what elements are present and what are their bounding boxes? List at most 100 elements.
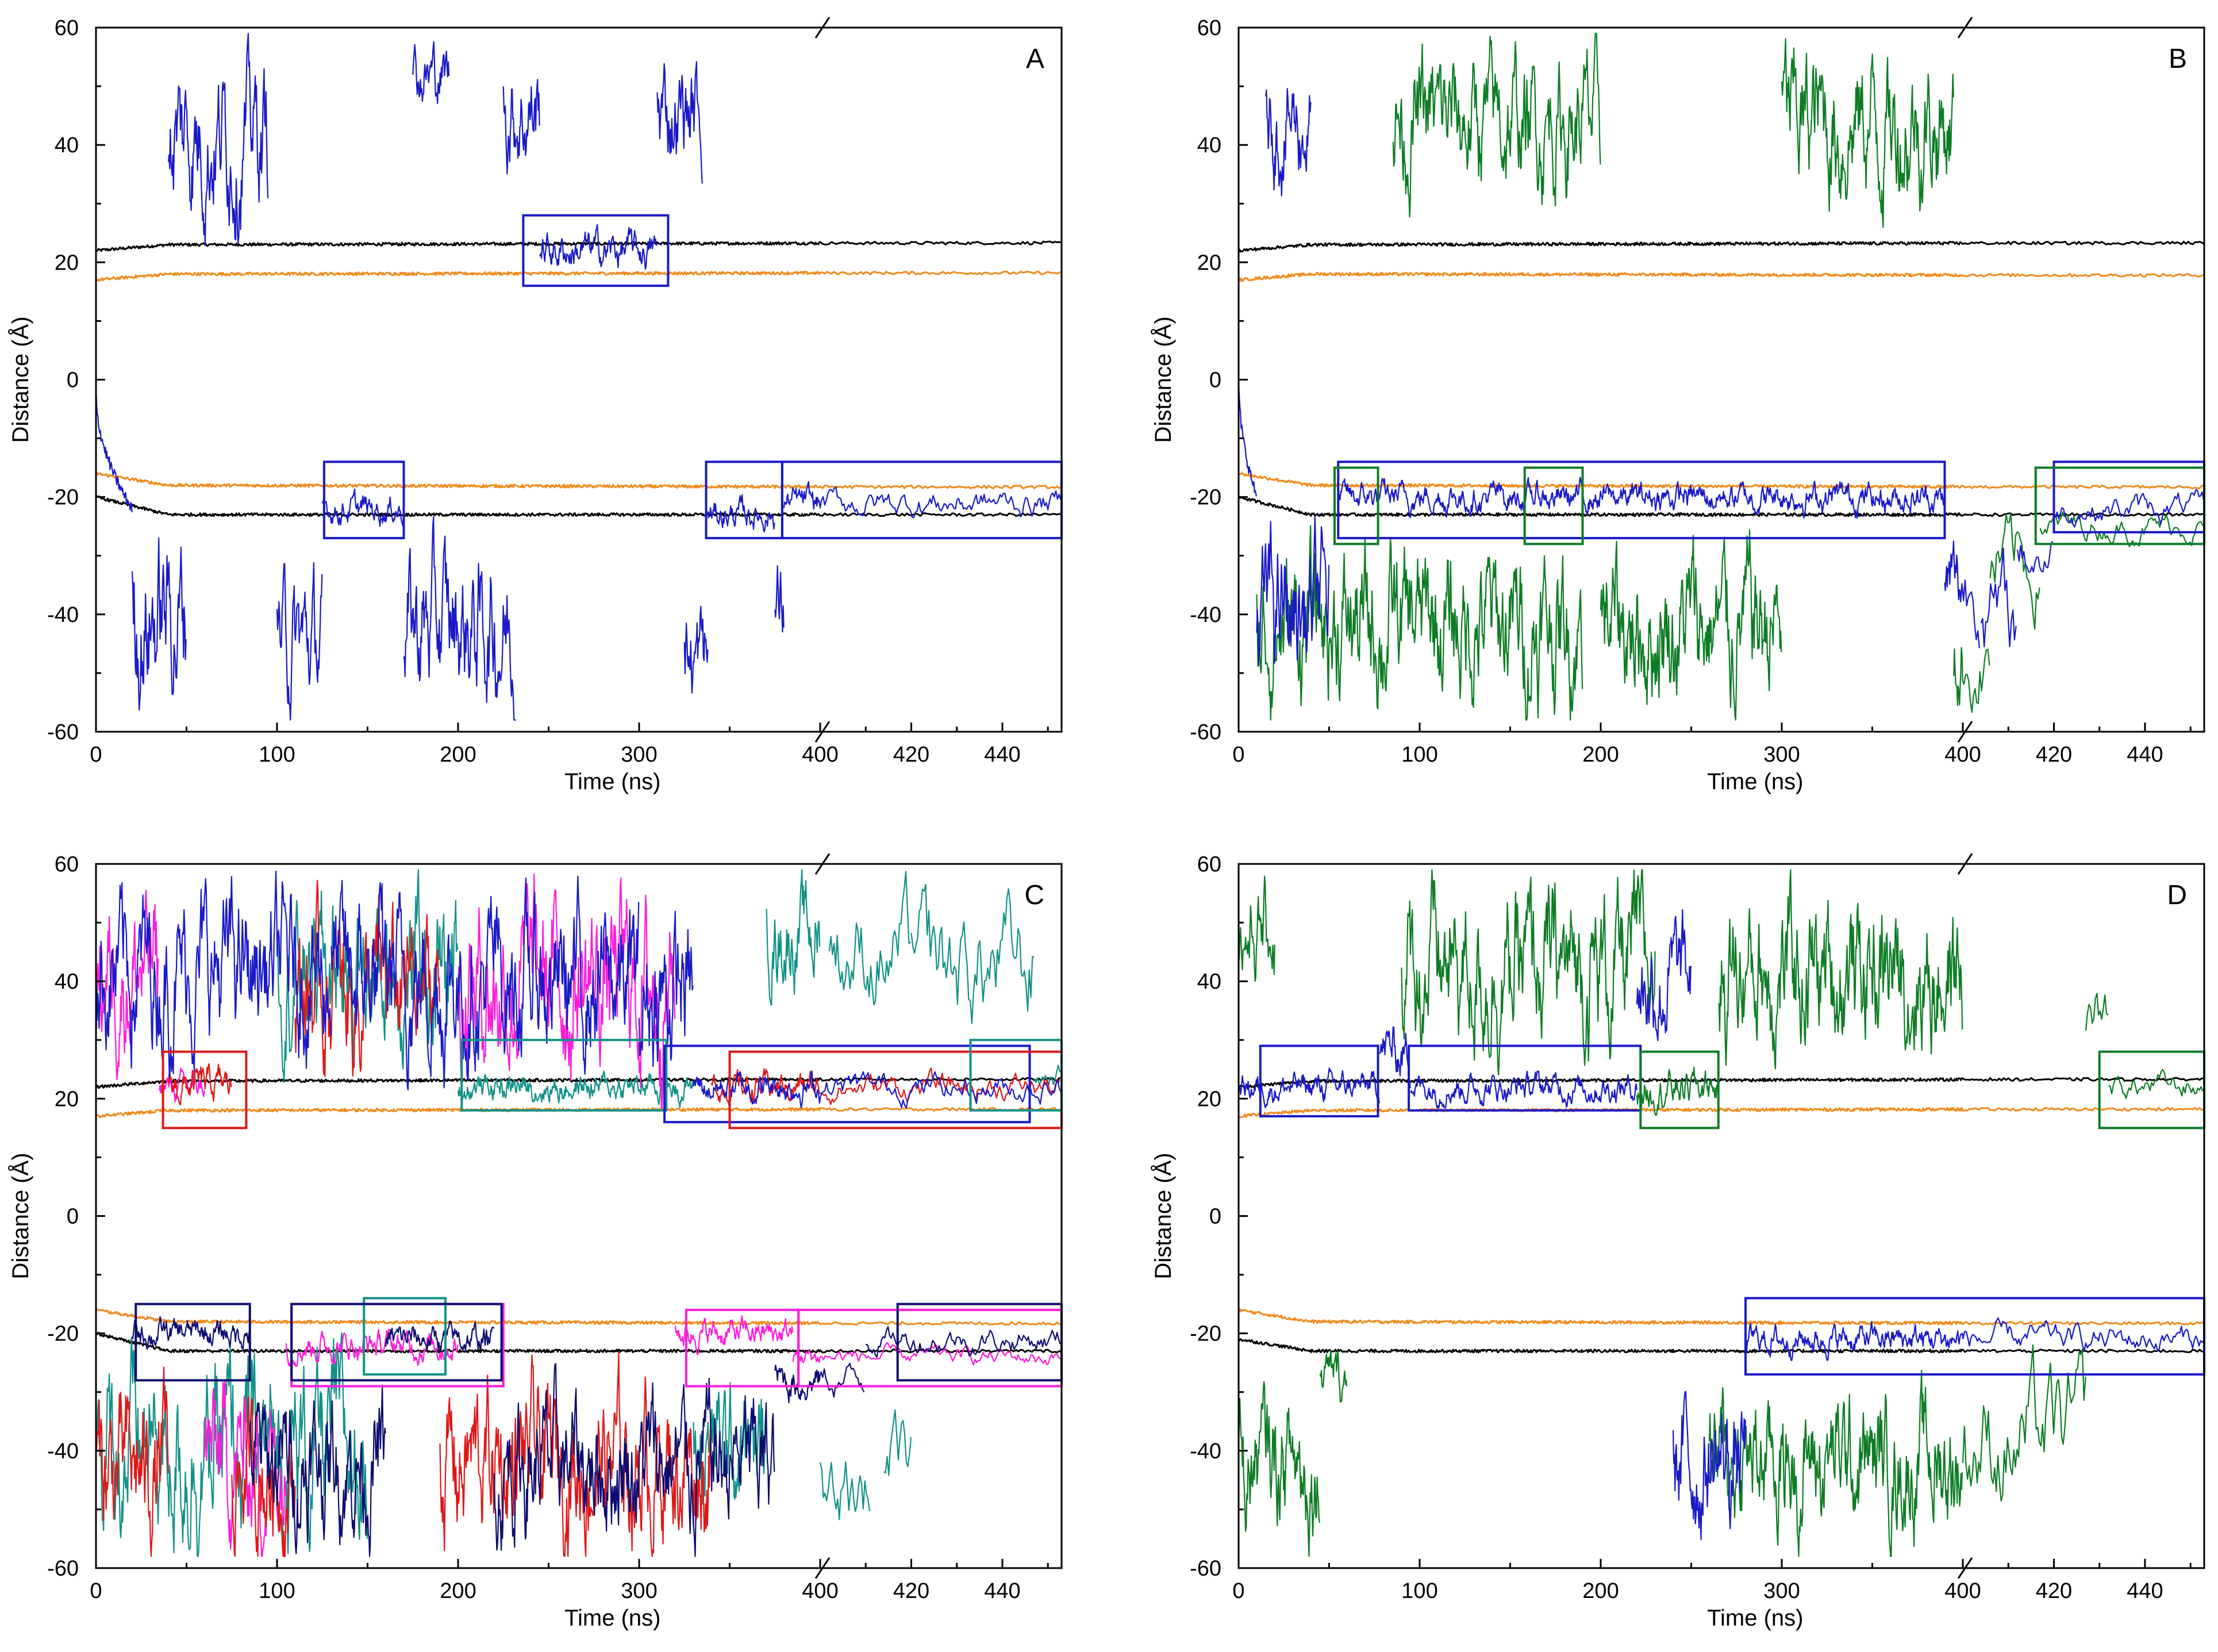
highlight-box bbox=[134, 1303, 251, 1382]
highlight-boxes bbox=[1333, 460, 2206, 545]
axis-break-top bbox=[814, 853, 831, 875]
x-axis-title: Time (ns) bbox=[1707, 1605, 1803, 1631]
x-tick-label: 300 bbox=[621, 743, 657, 767]
axis-break-top bbox=[814, 17, 831, 39]
trajectory-segment bbox=[638, 910, 694, 1067]
x-tick-label: 440 bbox=[984, 743, 1020, 767]
x-tick-label: 420 bbox=[893, 1579, 929, 1603]
trajectory-segment bbox=[1256, 525, 1583, 721]
trajectory-segment bbox=[1953, 647, 1990, 713]
series-lower-reference-black- bbox=[1239, 495, 2204, 517]
y-tick-label: 20 bbox=[1197, 251, 1221, 275]
x-tick-label: 200 bbox=[440, 743, 476, 767]
x-axis-title: Time (ns) bbox=[1707, 769, 1803, 794]
series-lower-reference-orange- bbox=[96, 1308, 1062, 1326]
x-tick-label: 200 bbox=[1582, 743, 1619, 767]
highlight-box bbox=[363, 1297, 447, 1376]
x-tick-label: 200 bbox=[440, 1579, 476, 1603]
trajectory-segment bbox=[1636, 1066, 1719, 1116]
trajectory-segment bbox=[231, 1396, 296, 1557]
y-tick-label: 0 bbox=[67, 368, 79, 393]
reference-line bbox=[96, 270, 1062, 282]
axis-break-bottom bbox=[1957, 1557, 1973, 1579]
x-tick-label: 0 bbox=[1232, 743, 1244, 767]
highlight-box bbox=[896, 1303, 1063, 1382]
highlight-box bbox=[705, 460, 783, 540]
trajectory-segment bbox=[1239, 1381, 1321, 1557]
trajectory-segment bbox=[1600, 529, 1782, 721]
x-tick-label: 200 bbox=[1582, 1579, 1619, 1603]
trajectory-segment bbox=[883, 1409, 912, 1476]
trajectory-segment bbox=[1337, 477, 1946, 519]
reference-line bbox=[1239, 1338, 2204, 1354]
y-tick-label: 20 bbox=[55, 251, 79, 275]
y-tick-label: 40 bbox=[1197, 970, 1221, 994]
x-tick-label: 0 bbox=[90, 1579, 102, 1603]
y-tick-label: -40 bbox=[1190, 603, 1221, 627]
highlight-box bbox=[1333, 466, 1379, 545]
trajectory-segment bbox=[683, 605, 709, 694]
plot-frame bbox=[1237, 26, 2205, 733]
trajectory-segment bbox=[674, 1315, 794, 1355]
x-tick-label: 400 bbox=[802, 743, 838, 767]
trajectory-segment bbox=[1392, 33, 1601, 218]
trajectory-segment bbox=[792, 1342, 1062, 1366]
x-axis-title: Time (ns) bbox=[564, 769, 660, 794]
trajectory-segment bbox=[1401, 869, 1656, 1075]
reference-line bbox=[1239, 1077, 2204, 1089]
trajectory-segment bbox=[910, 883, 1035, 1024]
trajectory-segment bbox=[285, 1328, 459, 1367]
series-upper-reference-black- bbox=[96, 240, 1062, 252]
plot-area bbox=[1239, 33, 2204, 721]
y-tick-label: 40 bbox=[1197, 133, 1221, 157]
panel-label: B bbox=[2169, 44, 2187, 74]
y-tick-label: -20 bbox=[1190, 486, 1221, 510]
axis-break-top bbox=[1957, 17, 1973, 39]
trajectory-segment bbox=[774, 565, 785, 633]
trajectory-segment bbox=[1379, 1026, 1411, 1089]
reference-line bbox=[1239, 1107, 2204, 1119]
trajectory-segment bbox=[502, 79, 540, 175]
trajectory-segment bbox=[1781, 38, 1954, 228]
y-tick-label: -60 bbox=[47, 1557, 79, 1581]
y-tick-label: 40 bbox=[55, 970, 79, 994]
plot-frame bbox=[95, 26, 1063, 733]
series-upper-reference-black- bbox=[1239, 1077, 2204, 1089]
x-axis-title: Time (ns) bbox=[564, 1605, 660, 1631]
trajectory-segment bbox=[249, 1384, 386, 1557]
trajectory-segment bbox=[1717, 869, 1963, 1070]
trajectory-segment bbox=[457, 1070, 694, 1108]
series-trajectory-blue- bbox=[1239, 88, 2204, 667]
series-trajectory-green- bbox=[1239, 869, 2204, 1557]
highlight-box bbox=[460, 1039, 668, 1112]
reference-line bbox=[1239, 495, 2204, 517]
series-lower-reference-orange- bbox=[1239, 472, 2204, 490]
highlight-box bbox=[663, 1044, 1031, 1124]
plot-area bbox=[1239, 869, 2204, 1557]
trajectory-segment bbox=[2108, 1069, 2204, 1099]
plot-area bbox=[96, 869, 1062, 1557]
y-axis-title: Distance (Å) bbox=[1150, 316, 1176, 443]
trajectory-segment bbox=[2085, 993, 2109, 1031]
y-tick-label: -60 bbox=[1190, 720, 1221, 744]
trajectory-segment bbox=[167, 1063, 233, 1106]
panel-label: D bbox=[2167, 880, 2187, 910]
reference-line bbox=[96, 240, 1062, 252]
axis-break-bottom bbox=[814, 721, 831, 743]
y-tick-label: 0 bbox=[1209, 368, 1221, 393]
highlight-box bbox=[1337, 460, 1946, 540]
trajectory-segment bbox=[131, 537, 187, 711]
highlight-box bbox=[1408, 1044, 1642, 1112]
highlight-box bbox=[522, 214, 670, 287]
y-axis-title: Distance (Å) bbox=[7, 1152, 33, 1279]
reference-line bbox=[1239, 1308, 2204, 1326]
y-tick-label: 60 bbox=[1197, 852, 1221, 877]
trajectory-segment bbox=[131, 1316, 251, 1350]
trajectory-segment bbox=[1672, 1390, 1746, 1540]
y-axis-title: Distance (Å) bbox=[1150, 1152, 1176, 1279]
y-tick-label: -40 bbox=[1190, 1439, 1221, 1463]
trajectory-segment bbox=[1744, 1317, 2204, 1361]
